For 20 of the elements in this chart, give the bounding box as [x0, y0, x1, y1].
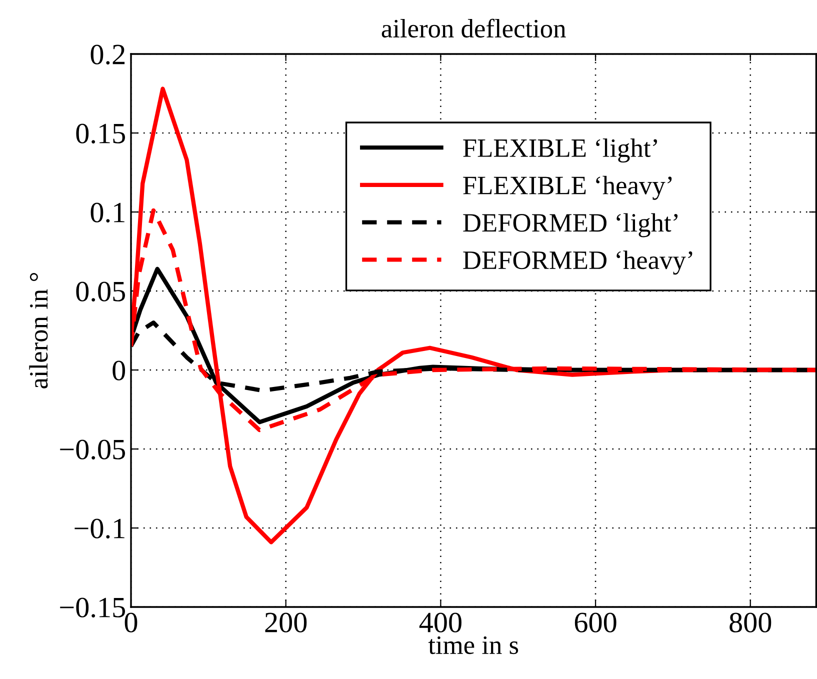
x-tick-label: 200 [265, 612, 307, 632]
y-tick-label: −0.15 [60, 598, 125, 618]
chart-title: aileron deflection [382, 18, 566, 38]
y-axis-title: aileron in ° [29, 273, 48, 388]
x-tick-label: 600 [574, 612, 616, 632]
y-tick-label: 0.2 [90, 44, 125, 65]
y-tick-label: −0.05 [60, 440, 125, 460]
legend-label: DEFORMED ‘light’ [463, 213, 678, 238]
legend-label: FLEXIBLE ‘light’ [463, 138, 657, 162]
legend-label: DEFORMED ‘heavy’ [463, 250, 692, 275]
x-tick-label: 0 [124, 612, 138, 632]
y-tick-label: 0.05 [76, 282, 125, 302]
legend-label: FLEXIBLE ‘heavy’ [463, 176, 672, 200]
y-tick-label: 0.15 [76, 124, 125, 144]
x-tick-label: 800 [730, 612, 772, 632]
y-tick-label: 0 [112, 360, 126, 380]
y-tick-label: 0.1 [90, 202, 124, 223]
x-axis-title: time in s [428, 636, 518, 654]
y-tick-label: −0.1 [74, 518, 124, 539]
x-tick-label: 400 [419, 612, 462, 632]
